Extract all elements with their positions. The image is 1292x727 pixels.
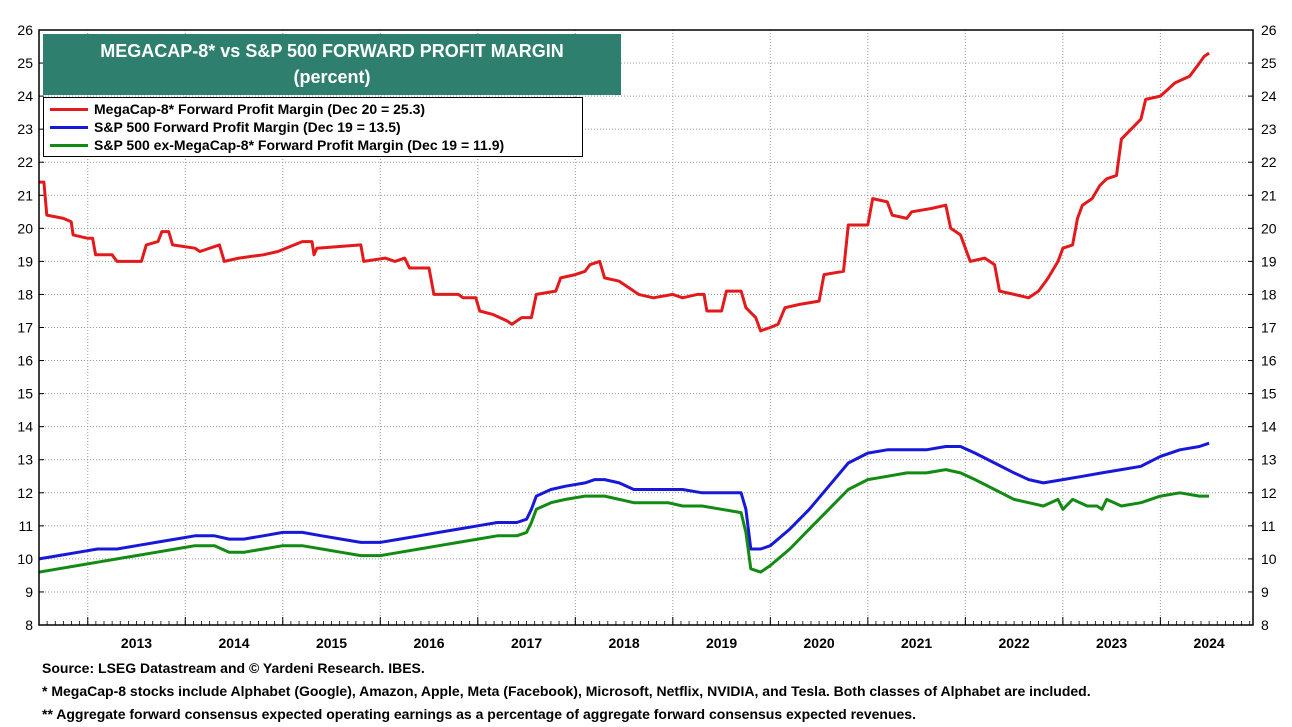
legend-swatch-green <box>50 143 88 147</box>
legend-item: S&P 500 ex-MegaCap-8* Forward Profit Mar… <box>44 136 582 154</box>
y-tick-label-left: 12 <box>17 485 33 501</box>
x-tick-label: 2022 <box>999 635 1030 651</box>
legend-item: MegaCap-8* Forward Profit Margin (Dec 20… <box>44 100 582 118</box>
y-tick-label-right: 8 <box>1261 617 1269 633</box>
x-tick-label: 2023 <box>1096 635 1127 651</box>
y-tick-label-left: 8 <box>25 617 33 633</box>
x-tick-label: 2020 <box>804 635 835 651</box>
x-tick-label: 2015 <box>316 635 347 651</box>
x-tick-label: 2017 <box>511 635 542 651</box>
chart-title: MEGACAP-8* vs S&P 500 FORWARD PROFIT MAR… <box>100 41 564 61</box>
y-tick-label-left: 10 <box>17 551 33 567</box>
series-line <box>38 441 1210 561</box>
x-tick-label: 2013 <box>121 635 152 651</box>
y-tick-label-left: 9 <box>25 584 33 600</box>
source-note: Source: LSEG Datastream and © Yardeni Re… <box>42 660 425 676</box>
y-tick-label-left: 14 <box>17 419 33 435</box>
y-tick-label-right: 12 <box>1261 485 1277 501</box>
y-tick-label-right: 11 <box>1261 518 1276 534</box>
y-tick-label-left: 21 <box>17 187 33 203</box>
y-tick-label-right: 23 <box>1261 121 1277 137</box>
y-tick-label-left: 17 <box>17 320 33 336</box>
y-tick-label-left: 25 <box>17 55 33 71</box>
y-tick-label-left: 19 <box>17 253 33 269</box>
y-tick-label-left: 13 <box>17 452 33 468</box>
y-tick-label-right: 20 <box>1261 220 1277 236</box>
legend-swatch-red <box>50 107 88 111</box>
series-line <box>39 51 1210 333</box>
plot-frame <box>38 29 1254 626</box>
y-tick-label-left: 16 <box>17 353 33 369</box>
legend: MegaCap-8* Forward Profit Margin (Dec 20… <box>43 97 583 157</box>
footnote-aggregate: ** Aggregate forward consensus expected … <box>42 706 916 722</box>
y-tick-label-left: 26 <box>17 22 33 38</box>
legend-label: MegaCap-8* Forward Profit Margin (Dec 20… <box>94 101 426 117</box>
x-tick-label: 2014 <box>218 635 249 651</box>
y-tick-label-right: 26 <box>1261 22 1277 38</box>
y-tick-label-right: 19 <box>1261 253 1277 269</box>
y-tick-label-left: 24 <box>17 88 33 104</box>
y-tick-label-right: 16 <box>1261 353 1277 369</box>
legend-item: S&P 500 Forward Profit Margin (Dec 19 = … <box>44 118 582 136</box>
x-tick-label: 2024 <box>1194 635 1225 651</box>
y-tick-label-left: 20 <box>17 220 33 236</box>
x-tick-label: 2016 <box>413 635 444 651</box>
chart-title-box: MEGACAP-8* vs S&P 500 FORWARD PROFIT MAR… <box>43 34 621 95</box>
y-tick-label-right: 17 <box>1261 320 1277 336</box>
x-tick-label: 2021 <box>901 635 932 651</box>
y-tick-label-left: 15 <box>17 386 33 402</box>
chart-subtitle: (percent) <box>293 67 371 87</box>
series-line <box>38 468 1210 574</box>
legend-swatch-blue <box>50 125 88 129</box>
axes: 8 8 9 9 10 10 11 11 12 12 13 13 14 14 15 15 16 16 17 17 18 18… <box>17 22 1276 651</box>
x-tick-label: 2018 <box>608 635 639 651</box>
legend-label: S&P 500 ex-MegaCap-8* Forward Profit Mar… <box>94 137 505 153</box>
y-tick-label-right: 22 <box>1261 154 1277 170</box>
y-tick-label-right: 9 <box>1261 584 1269 600</box>
y-tick-label-right: 25 <box>1261 55 1277 71</box>
y-tick-label-right: 14 <box>1261 419 1277 435</box>
y-tick-label-right: 24 <box>1261 88 1277 104</box>
y-tick-label-right: 21 <box>1261 187 1277 203</box>
y-tick-label-left: 23 <box>17 121 33 137</box>
footnote-megacap: * MegaCap-8 stocks include Alphabet (Goo… <box>42 683 1091 699</box>
y-tick-label-right: 10 <box>1261 551 1277 567</box>
legend-label: S&P 500 Forward Profit Margin (Dec 19 = … <box>94 119 401 135</box>
series-lines <box>38 51 1210 574</box>
y-tick-label-left: 18 <box>17 286 33 302</box>
x-tick-label: 2019 <box>706 635 737 651</box>
y-tick-label-right: 18 <box>1261 286 1277 302</box>
y-tick-label-right: 15 <box>1261 386 1277 402</box>
y-tick-label-left: 22 <box>17 154 33 170</box>
y-tick-label-left: 11 <box>18 518 33 534</box>
y-tick-label-right: 13 <box>1261 452 1277 468</box>
